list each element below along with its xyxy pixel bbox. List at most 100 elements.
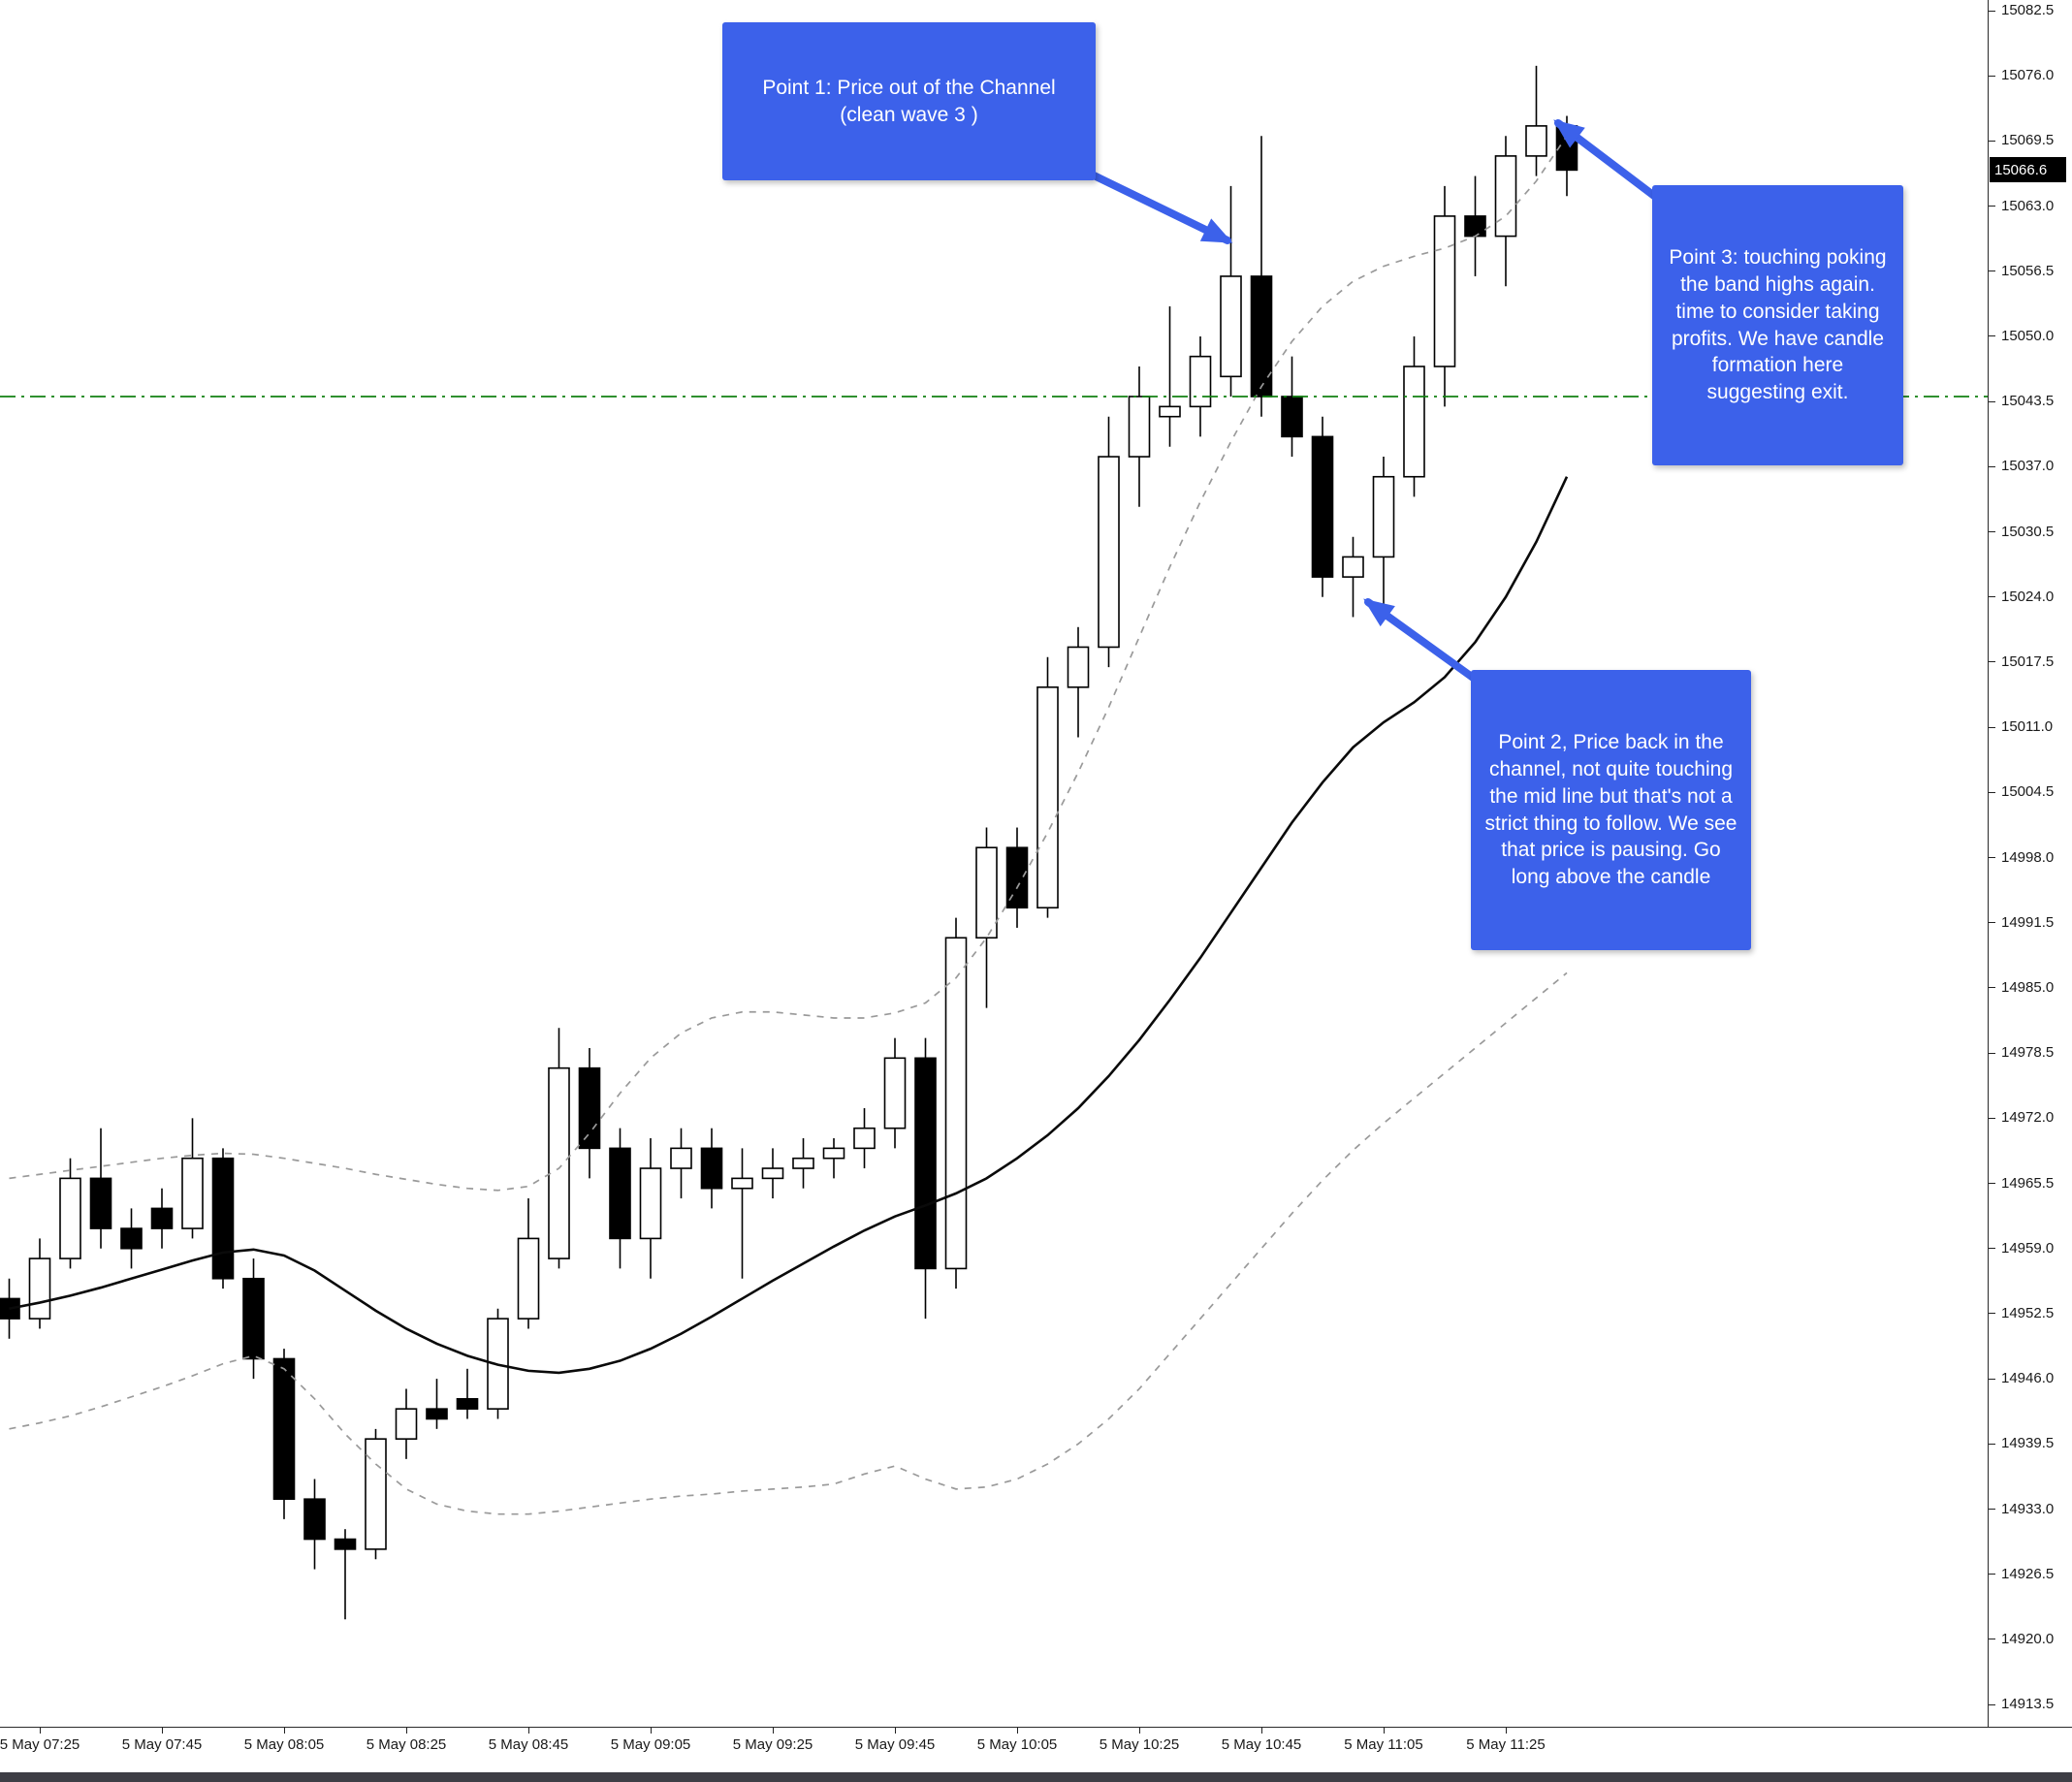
candle: [334, 1529, 357, 1620]
time-tick-label: 5 May 09:25: [732, 1736, 813, 1753]
candle: [548, 1028, 570, 1269]
price-axis-tick: [1989, 1052, 1995, 1054]
candle-body: [59, 1177, 81, 1259]
candle: [1250, 136, 1273, 417]
annotation-point-3[interactable]: Point 3: touching poking the band highs …: [1652, 185, 1903, 465]
candle-body: [1311, 435, 1334, 578]
candle-body: [914, 1057, 937, 1270]
price-tick-label: 14991.5: [2001, 913, 2055, 931]
candle-body: [365, 1438, 387, 1550]
price-tick-label: 15024.0: [2001, 588, 2055, 605]
candle: [1281, 356, 1303, 458]
candle: [1494, 136, 1517, 287]
candle-body: [211, 1157, 235, 1280]
price-axis[interactable]: 15066.6 15082.5 15076.0 15069.5 15063.0 1505…: [1988, 0, 2072, 1727]
candle: [211, 1148, 235, 1289]
candle: [578, 1047, 601, 1179]
candle: [59, 1158, 81, 1269]
candle-body: [1067, 646, 1090, 688]
price-tick-label: 14946.0: [2001, 1370, 2055, 1387]
bollinger-upper-band: [9, 135, 1568, 1192]
candle-body: [1036, 686, 1059, 909]
candle: [883, 1037, 907, 1149]
price-axis-tick: [1989, 335, 1995, 337]
candle: [1372, 457, 1395, 608]
candle-body: [1220, 275, 1242, 378]
price-axis-tick: [1989, 1574, 1995, 1575]
candlestick-chart[interactable]: [0, 0, 1988, 1727]
current-price-tag: 15066.6: [1990, 157, 2066, 183]
price-tick-label: 15063.0: [2001, 197, 2055, 214]
candle: [670, 1128, 692, 1199]
time-axis-tick: [1384, 1728, 1385, 1734]
candle-body: [181, 1157, 204, 1229]
candle-body: [822, 1147, 845, 1160]
time-tick-label: 5 May 10:25: [1099, 1736, 1180, 1753]
price-tick-label: 15043.5: [2001, 393, 2055, 410]
candle-body: [1005, 846, 1029, 909]
price-tick-label: 14952.5: [2001, 1304, 2055, 1321]
candle-body: [1159, 405, 1181, 418]
price-axis-tick: [1989, 661, 1995, 663]
candle-body: [334, 1538, 357, 1550]
annotation-point-2[interactable]: Point 2, Price back in the channel, not …: [1471, 670, 1751, 950]
candle: [272, 1349, 296, 1519]
time-axis[interactable]: 5 May 07:25 5 May 07:45 5 May 08:05 5 May 0…: [0, 1727, 2072, 1772]
candle: [731, 1148, 753, 1279]
candle-body: [761, 1167, 784, 1180]
time-axis-tick: [162, 1728, 163, 1734]
time-tick-label: 5 May 08:45: [488, 1736, 569, 1753]
candle-body: [517, 1237, 540, 1320]
price-axis-tick: [1989, 531, 1995, 533]
price-axis-tick: [1989, 1313, 1995, 1315]
candle: [792, 1138, 814, 1189]
time-axis-tick: [1506, 1728, 1507, 1734]
time-tick-label: 5 May 10:45: [1221, 1736, 1302, 1753]
candle: [761, 1148, 784, 1199]
candle-body: [426, 1408, 448, 1420]
candle: [120, 1208, 143, 1269]
candle: [1128, 366, 1151, 507]
candle-body: [731, 1177, 753, 1190]
price-tick-label: 14920.0: [2001, 1630, 2055, 1647]
candle: [181, 1118, 204, 1239]
candle: [975, 827, 998, 1008]
price-tick-label: 15050.0: [2001, 327, 2055, 344]
price-axis-tick: [1989, 1443, 1995, 1445]
candle: [944, 917, 968, 1289]
price-tick-label: 14998.0: [2001, 848, 2055, 866]
time-tick-label: 5 May 09:45: [854, 1736, 936, 1753]
price-tick-label: 14913.5: [2001, 1696, 2055, 1713]
candle: [822, 1138, 845, 1179]
bollinger-middle-band: [9, 476, 1569, 1375]
annotation-point-3-text: Point 3: touching poking the band highs …: [1669, 245, 1887, 404]
price-tick-label: 15004.5: [2001, 783, 2055, 801]
price-tick-label: 15082.5: [2001, 2, 2055, 18]
time-axis-tick: [773, 1728, 774, 1734]
time-tick-label: 5 May 08:25: [366, 1736, 447, 1753]
price-axis-tick: [1989, 922, 1995, 924]
time-tick-label: 5 May 10:05: [976, 1736, 1058, 1753]
candle: [456, 1368, 479, 1419]
candle-body: [792, 1157, 814, 1169]
annotation-point-1[interactable]: Point 1: Price out of the Channel (clean…: [722, 22, 1096, 180]
candle-body: [89, 1177, 112, 1229]
price-axis-tick: [1989, 10, 1995, 12]
candle-body: [395, 1408, 418, 1440]
candle-body: [578, 1066, 601, 1150]
candle-body: [120, 1227, 143, 1250]
candle: [426, 1379, 448, 1429]
price-tick-label: 14965.5: [2001, 1174, 2055, 1192]
price-axis-tick: [1989, 465, 1995, 467]
price-axis-tick: [1989, 140, 1995, 142]
candle: [639, 1138, 662, 1279]
candle-body: [670, 1147, 692, 1169]
candle-body: [1189, 355, 1212, 408]
candle: [1403, 335, 1425, 497]
candle-body: [1403, 366, 1425, 478]
candle: [89, 1128, 112, 1249]
candle: [609, 1128, 631, 1269]
price-tick-label: 14939.5: [2001, 1435, 2055, 1452]
bollinger-lower-band: [9, 971, 1568, 1515]
candle: [395, 1388, 418, 1459]
